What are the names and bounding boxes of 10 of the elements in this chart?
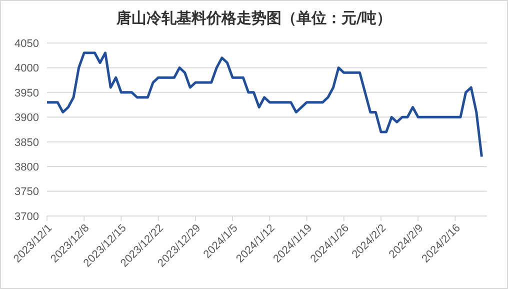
chart-title: 唐山冷轧基料价格走势图（单位：元/吨） bbox=[115, 9, 393, 29]
y-tick-label: 4050 bbox=[14, 38, 39, 50]
y-tick-label: 3700 bbox=[14, 210, 39, 223]
y-tick-label: 3750 bbox=[14, 186, 39, 198]
y-tick-label: 3850 bbox=[14, 136, 39, 149]
y-tick-label: 3800 bbox=[14, 161, 39, 174]
line-series bbox=[47, 52, 483, 158]
y-tick-label: 4000 bbox=[14, 62, 39, 75]
y-tick-label: 3900 bbox=[14, 112, 39, 124]
y-tick-label: 3950 bbox=[14, 87, 39, 100]
